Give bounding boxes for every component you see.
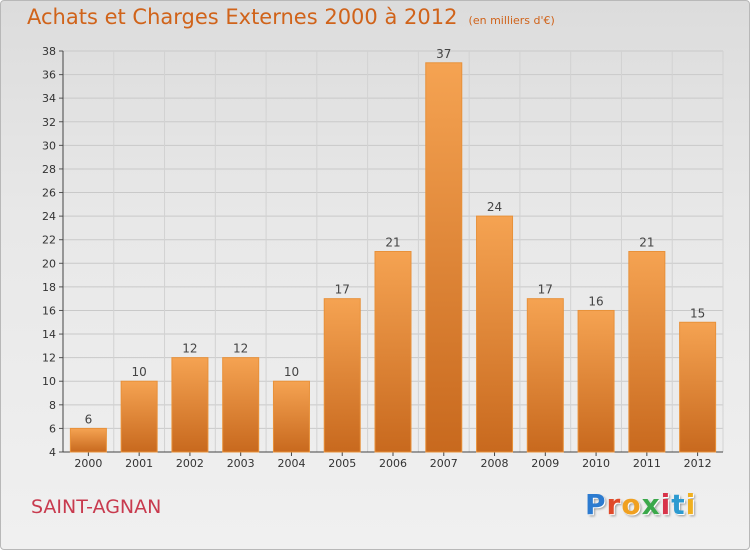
data-label: 16	[588, 294, 603, 308]
y-tick-label: 24	[42, 210, 56, 223]
y-tick-label: 6	[49, 422, 56, 435]
data-label: 12	[233, 342, 248, 356]
y-tick-label: 20	[42, 257, 56, 270]
data-label: 21	[385, 236, 400, 250]
proxiti-logo: Proxiti	[585, 488, 697, 521]
x-tick-label: 2005	[328, 457, 356, 470]
bar-2006	[374, 251, 412, 453]
data-label: 17	[335, 283, 350, 297]
x-tick-label: 2009	[531, 457, 559, 470]
y-tick-label: 26	[42, 187, 56, 200]
x-tick-label: 2001	[125, 457, 153, 470]
x-tick-label: 2006	[379, 457, 407, 470]
bar-2007	[425, 62, 463, 453]
chart-title: Achats et Charges Externes 2000 à 2012	[27, 5, 458, 29]
x-tick-label: 2003	[227, 457, 255, 470]
y-tick-label: 16	[42, 304, 56, 317]
bar-2002	[171, 357, 209, 453]
y-tick-label: 12	[42, 352, 56, 365]
y-tick-label: 30	[42, 139, 56, 152]
y-tick-label: 32	[42, 116, 56, 129]
data-label: 37	[436, 47, 451, 61]
bar-2001	[120, 380, 158, 453]
y-tick-label: 34	[42, 92, 56, 105]
data-label: 10	[284, 365, 299, 379]
y-tick-label: 4	[49, 446, 56, 459]
data-label: 12	[182, 342, 197, 356]
y-tick-label: 8	[49, 399, 56, 412]
data-label: 24	[487, 200, 502, 214]
bar-2009	[526, 298, 564, 453]
y-tick-label: 38	[42, 45, 56, 58]
x-tick-label: 2007	[430, 457, 458, 470]
chart-header: Achats et Charges Externes 2000 à 2012 (…	[27, 5, 555, 29]
bar-2000	[69, 427, 107, 453]
commune-name: SAINT-AGNAN	[31, 496, 162, 518]
bar-2010	[577, 309, 615, 453]
x-tick-label: 2004	[277, 457, 305, 470]
y-tick-label: 10	[42, 375, 56, 388]
data-label: 6	[85, 412, 93, 426]
data-label: 15	[690, 306, 705, 320]
y-tick-label: 18	[42, 281, 56, 294]
data-label: 17	[538, 283, 553, 297]
bar-2005	[323, 298, 361, 453]
bar-2012	[679, 321, 717, 453]
bar-2004	[272, 380, 310, 453]
x-tick-label: 2000	[74, 457, 102, 470]
bar-2003	[222, 357, 260, 453]
data-label: 21	[639, 236, 654, 250]
y-tick-label: 14	[42, 328, 56, 341]
y-tick-label: 36	[42, 69, 56, 82]
bar-2011	[628, 251, 666, 453]
chart-subtitle: (en milliers d'€)	[468, 14, 555, 27]
y-tick-label: 22	[42, 234, 56, 247]
y-tick-label: 28	[42, 163, 56, 176]
x-tick-label: 2002	[176, 457, 204, 470]
axes: 4 6 8 10 12 14 16 18 20 22 24 26 28 30 32 34 36 38 2000 200…	[42, 45, 723, 470]
bar-2008	[476, 215, 514, 453]
x-tick-label: 2010	[582, 457, 610, 470]
bars	[69, 62, 717, 453]
data-labels: 6 10 12 12 10 17 21 37 24 17 16 21 15	[85, 47, 706, 427]
x-tick-label: 2011	[633, 457, 661, 470]
x-tick-label: 2012	[684, 457, 712, 470]
x-tick-label: 2008	[481, 457, 509, 470]
data-label: 10	[132, 365, 147, 379]
